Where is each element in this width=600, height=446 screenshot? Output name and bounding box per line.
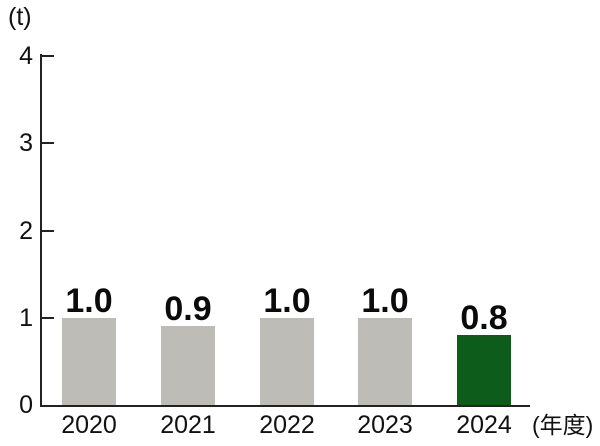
y-tick-label: 2 [19,217,33,245]
y-tick-mark [40,142,54,144]
x-axis-category-label: 2024 [456,411,512,439]
bar-2023 [358,318,412,405]
x-axis-unit-label: (年度) [532,412,594,438]
bar-2022 [260,318,314,405]
bar-value-label: 1.0 [65,282,113,320]
y-tick-label: 0 [19,391,33,419]
y-tick-label: 3 [19,129,33,157]
x-axis-category-label: 2020 [61,411,117,439]
x-axis-line [40,405,530,407]
y-tick-label: 1 [19,304,33,332]
y-axis-unit-label: (t) [8,3,32,31]
y-tick-mark [40,230,54,232]
bar-value-label: 0.9 [164,290,212,328]
x-axis-category-label: 2023 [357,411,413,439]
bar-value-label: 1.0 [361,282,409,320]
bar-value-label: 1.0 [263,282,311,320]
y-tick-mark [40,317,54,319]
x-axis-category-label: 2021 [160,411,216,439]
bar-2024 [457,335,511,405]
bar-value-label: 0.8 [460,299,508,337]
bar-2021 [161,326,215,405]
y-tick-mark [40,55,54,57]
x-axis-category-label: 2022 [259,411,315,439]
bar-2020 [62,318,116,405]
y-tick-label: 4 [19,42,33,70]
